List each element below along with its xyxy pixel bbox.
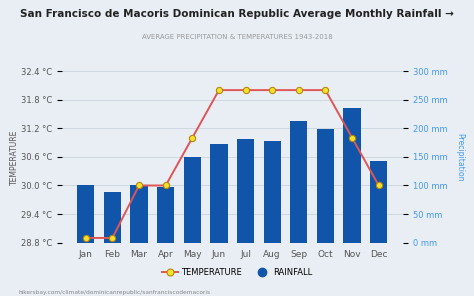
Bar bbox=[157, 187, 174, 243]
Bar bbox=[183, 157, 201, 243]
Bar bbox=[344, 108, 361, 243]
Bar bbox=[370, 161, 387, 243]
Bar bbox=[317, 129, 334, 243]
Text: San Francisco de Macoris Dominican Republic Average Monthly Rainfall →: San Francisco de Macoris Dominican Repub… bbox=[20, 9, 454, 19]
Text: hikersbay.com/climate/dominicanrepublic/sanfranciscodemacoris: hikersbay.com/climate/dominicanrepublic/… bbox=[19, 289, 211, 295]
Bar bbox=[237, 139, 254, 243]
Bar bbox=[104, 192, 121, 243]
Bar bbox=[290, 121, 308, 243]
Text: AVERAGE PRECIPITATION & TEMPERATURES 1943-2018: AVERAGE PRECIPITATION & TEMPERATURES 194… bbox=[142, 34, 332, 40]
Bar bbox=[77, 186, 94, 243]
Bar bbox=[210, 144, 228, 243]
Bar bbox=[130, 186, 148, 243]
Bar bbox=[264, 141, 281, 243]
Text: TEMPERATURE: TEMPERATURE bbox=[10, 129, 18, 185]
Text: Precipitation: Precipitation bbox=[456, 133, 464, 181]
Legend: TEMPERATURE, RAINFALL: TEMPERATURE, RAINFALL bbox=[158, 264, 316, 280]
